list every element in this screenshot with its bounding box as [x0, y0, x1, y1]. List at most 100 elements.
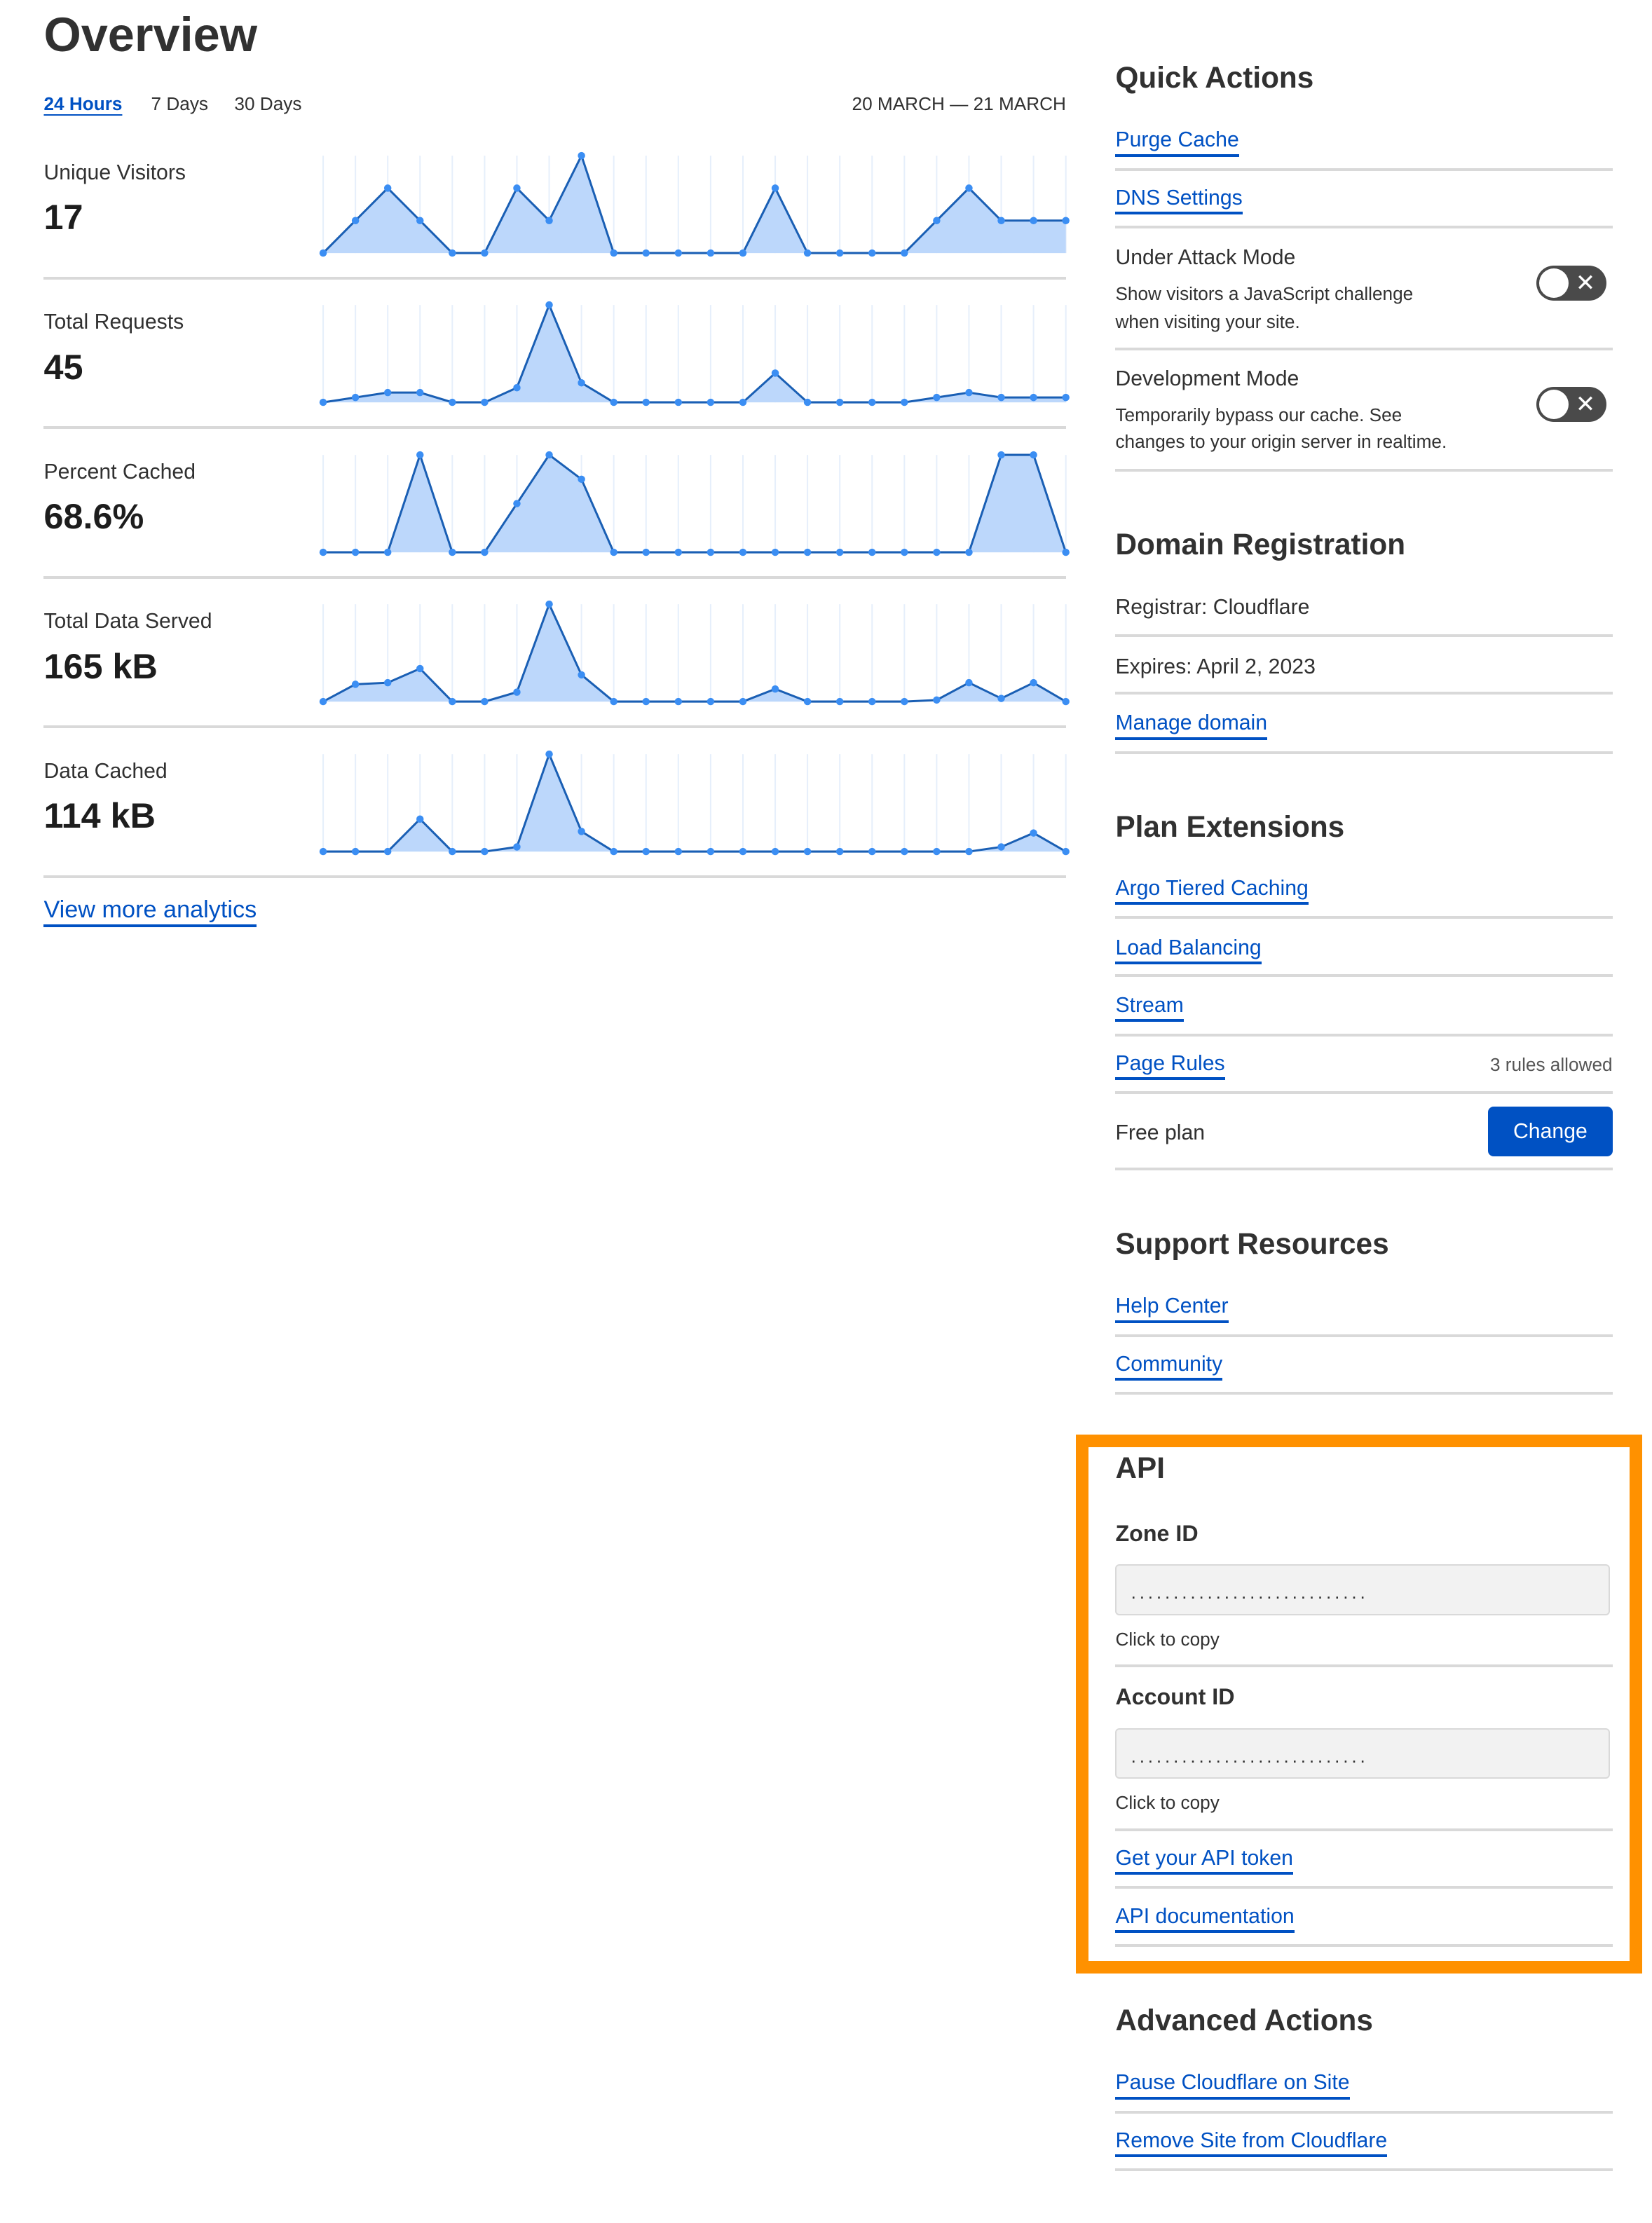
data-point[interactable] [481, 398, 489, 406]
data-point[interactable] [836, 398, 844, 406]
data-point[interactable] [997, 217, 1006, 224]
data-point[interactable] [739, 697, 747, 706]
argo-tiered-caching-link[interactable]: Argo Tiered Caching [1115, 877, 1309, 905]
data-point[interactable] [449, 697, 456, 706]
data-point[interactable] [901, 398, 908, 406]
account-id-field[interactable]: ............................ [1115, 1728, 1610, 1779]
data-point[interactable] [481, 847, 489, 855]
data-point[interactable] [1030, 679, 1038, 687]
data-point[interactable] [384, 548, 392, 556]
help-center-link[interactable]: Help Center [1115, 1294, 1229, 1323]
data-point[interactable] [868, 847, 876, 855]
data-point[interactable] [836, 548, 844, 556]
data-point[interactable] [320, 548, 327, 556]
data-point[interactable] [901, 697, 908, 706]
data-point[interactable] [804, 697, 812, 706]
data-point[interactable] [772, 548, 779, 556]
data-point[interactable] [416, 451, 424, 458]
data-point[interactable] [449, 847, 456, 855]
data-point[interactable] [1030, 451, 1038, 458]
page-rules-link[interactable]: Page Rules [1115, 1052, 1225, 1081]
data-point[interactable] [997, 451, 1006, 458]
data-point[interactable] [481, 249, 489, 256]
data-point[interactable] [320, 249, 327, 256]
tab-7-days[interactable]: 7 Days [151, 93, 209, 114]
data-point[interactable] [772, 369, 779, 377]
data-point[interactable] [933, 393, 941, 402]
data-point[interactable] [1030, 829, 1038, 837]
data-point[interactable] [642, 847, 650, 855]
data-point[interactable] [416, 815, 424, 823]
data-point[interactable] [352, 393, 360, 402]
data-point[interactable] [642, 398, 650, 406]
data-point[interactable] [706, 249, 715, 256]
data-point[interactable] [352, 217, 360, 224]
dns-settings-link[interactable]: DNS Settings [1115, 186, 1243, 215]
data-point[interactable] [320, 398, 327, 406]
data-point[interactable] [965, 548, 973, 556]
data-point[interactable] [642, 548, 650, 556]
data-point[interactable] [868, 249, 876, 256]
data-point[interactable] [610, 697, 618, 706]
data-point[interactable] [706, 398, 715, 406]
data-point[interactable] [513, 842, 521, 851]
data-point[interactable] [610, 847, 618, 855]
api-documentation-link[interactable]: API documentation [1115, 1905, 1295, 1933]
data-point[interactable] [706, 847, 715, 855]
data-point[interactable] [772, 847, 779, 855]
data-point[interactable] [449, 398, 456, 406]
view-more-analytics-link[interactable]: View more analytics [43, 896, 257, 928]
data-point[interactable] [901, 249, 908, 256]
data-point[interactable] [416, 217, 424, 224]
data-point[interactable] [578, 827, 586, 835]
data-point[interactable] [642, 249, 650, 256]
stream-link[interactable]: Stream [1115, 994, 1184, 1022]
data-point[interactable] [901, 548, 908, 556]
data-point[interactable] [578, 475, 586, 483]
dev-mode-toggle[interactable]: ✕ [1536, 386, 1607, 423]
tab-24-hours[interactable]: 24 Hours [43, 93, 123, 114]
data-point[interactable] [804, 847, 812, 855]
data-point[interactable] [836, 249, 844, 256]
data-point[interactable] [513, 184, 521, 192]
community-link[interactable]: Community [1115, 1353, 1223, 1381]
data-point[interactable] [804, 249, 812, 256]
data-point[interactable] [352, 847, 360, 855]
purge-cache-link[interactable]: Purge Cache [1115, 128, 1239, 157]
data-point[interactable] [545, 600, 554, 608]
data-point[interactable] [545, 451, 554, 458]
load-balancing-link[interactable]: Load Balancing [1115, 936, 1262, 964]
tab-30-days[interactable]: 30 Days [234, 93, 302, 114]
data-point[interactable] [997, 842, 1006, 851]
data-point[interactable] [416, 388, 424, 397]
data-point[interactable] [965, 184, 973, 192]
data-point[interactable] [352, 680, 360, 688]
data-point[interactable] [674, 398, 683, 406]
under-attack-toggle[interactable]: ✕ [1536, 265, 1607, 301]
data-point[interactable] [610, 398, 618, 406]
data-point[interactable] [513, 384, 521, 392]
zone-id-field[interactable]: ............................ [1115, 1564, 1610, 1615]
data-point[interactable] [320, 847, 327, 855]
data-point[interactable] [674, 847, 683, 855]
pause-cloudflare-link[interactable]: Pause Cloudflare on Site [1115, 2071, 1350, 2100]
data-point[interactable] [513, 688, 521, 696]
data-point[interactable] [804, 548, 812, 556]
data-point[interactable] [739, 548, 747, 556]
data-point[interactable] [674, 697, 683, 706]
data-point[interactable] [933, 217, 941, 224]
data-point[interactable] [449, 548, 456, 556]
data-point[interactable] [933, 548, 941, 556]
data-point[interactable] [836, 847, 844, 855]
data-point[interactable] [706, 697, 715, 706]
data-point[interactable] [352, 548, 360, 556]
data-point[interactable] [933, 847, 941, 855]
data-point[interactable] [578, 379, 586, 387]
data-point[interactable] [1062, 697, 1070, 706]
data-point[interactable] [384, 847, 392, 855]
data-point[interactable] [739, 847, 747, 855]
data-point[interactable] [706, 548, 715, 556]
data-point[interactable] [1030, 217, 1038, 224]
data-point[interactable] [481, 697, 489, 706]
data-point[interactable] [545, 301, 554, 309]
